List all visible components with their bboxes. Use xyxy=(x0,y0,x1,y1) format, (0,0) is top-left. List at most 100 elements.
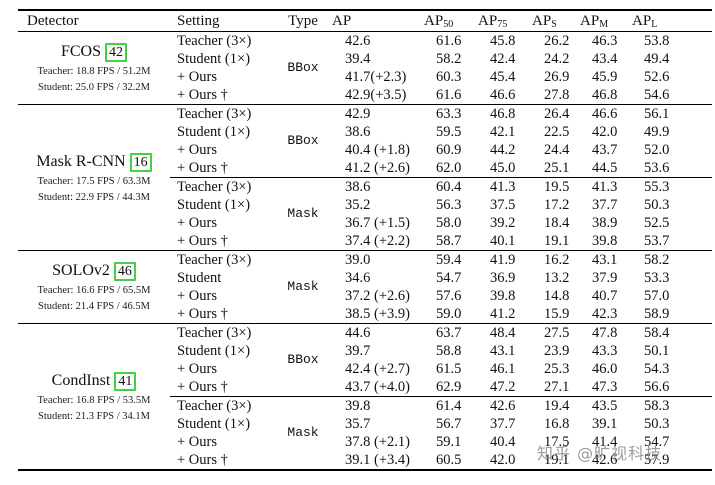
detector-student-info: Student: 21.3 FPS / 34.1M xyxy=(37,410,151,422)
value-cell: 60.3 xyxy=(436,69,462,85)
value-cell: 55.3 xyxy=(630,177,712,196)
value-cell: 36.7 (+1.5) xyxy=(345,215,410,231)
value-cell: 19.5 xyxy=(530,177,578,196)
results-table: Detector Setting Type AP AP50 AP75 APS A… xyxy=(18,9,712,471)
table-row: + Ours † 43.7 (+4.0) 62.9 47.2 27.1 47.3 56.6 xyxy=(18,378,712,397)
detector-teacher-info: Teacher: 17.5 FPS / 63.3M xyxy=(37,175,151,187)
value-cell: 17.5 xyxy=(544,434,570,450)
value-cell: 46.3 xyxy=(578,31,630,50)
value-cell: 58.7 xyxy=(436,233,462,249)
detector-name-text: SOLOv2 xyxy=(52,262,110,279)
value-cell: 53.8 xyxy=(630,31,712,50)
value-cell: 61.6 xyxy=(436,87,462,103)
value-cell: 38.6 xyxy=(345,124,371,140)
detector-student-info: Student: 21.4 FPS / 46.5M xyxy=(37,301,151,312)
table-row: Mask R-CNN 16 Teacher: 17.5 FPS / 63.3M Stu… xyxy=(18,104,712,251)
value-cell: 59.1 xyxy=(436,434,462,450)
value-cell: 42.0 xyxy=(490,452,516,468)
value-cell: 49.9 xyxy=(644,124,670,140)
table-row: + Ours 37.2 (+2.6) 57.6 39.8 14.8 40.7 57.0 xyxy=(18,287,712,305)
value-cell: 14.8 xyxy=(544,288,570,304)
col-header-apl: APL xyxy=(630,9,712,32)
value-cell: 43.3 xyxy=(592,343,618,359)
value-cell: 41.4 xyxy=(592,434,618,450)
value-cell: 56.1 xyxy=(630,104,712,123)
value-cell: 46.1 xyxy=(490,361,516,377)
value-cell: 37.2 (+2.6) xyxy=(345,288,410,304)
citation-link[interactable]: 16 xyxy=(129,152,152,172)
value-cell: 42.6 xyxy=(330,31,422,50)
value-cell: 63.7 xyxy=(422,323,476,342)
type-cell: Mask xyxy=(276,396,330,470)
setting-cell: Student (1×) xyxy=(177,51,251,67)
value-cell: 58.9 xyxy=(644,306,670,322)
value-cell: 42.6 xyxy=(592,452,618,468)
value-cell: 59.0 xyxy=(436,306,462,322)
detector-teacher-info: Teacher: 18.8 FPS / 51.2M xyxy=(37,66,151,77)
table-row: CondInst 41 Teacher: 16.8 FPS / 53.5M Stude… xyxy=(18,323,712,470)
value-cell: 13.2 xyxy=(544,270,570,286)
setting-cell: + Ours † xyxy=(177,379,228,395)
value-cell: 37.7 xyxy=(592,197,618,213)
citation-link[interactable]: 46 xyxy=(113,262,136,281)
table-row: Student (1×) 39.4 58.2 42.4 24.2 43.4 49.4 xyxy=(18,50,712,68)
setting-cell: + Ours xyxy=(177,361,217,377)
value-cell: 42.6 xyxy=(476,396,530,415)
value-cell: 59.4 xyxy=(422,250,476,269)
value-cell: 46.8 xyxy=(476,104,530,123)
setting-cell: Student xyxy=(177,270,222,286)
table-row: + Ours 40.4 (+1.8) 60.9 44.2 24.4 43.7 52.0 xyxy=(18,141,712,159)
value-cell: 56.3 xyxy=(436,197,462,213)
table-row: Student (1×) 38.6 59.5 42.1 22.5 42.0 49.9 xyxy=(18,123,712,141)
value-cell: 42.9(+3.5) xyxy=(345,87,407,103)
value-cell: 37.5 xyxy=(490,197,516,213)
col-header-ap50: AP50 xyxy=(422,9,476,32)
value-cell: 39.4 xyxy=(345,51,371,67)
detector-student-info: Student: 25.0 FPS / 32.2M xyxy=(37,82,151,93)
value-cell: 62.0 xyxy=(436,160,462,176)
value-cell: 48.4 xyxy=(476,323,530,342)
col-header-ap: AP xyxy=(330,9,422,32)
table-row: Student 34.6 54.7 36.9 13.2 37.9 53.3 xyxy=(18,269,712,287)
value-cell: 19.1 xyxy=(544,233,570,249)
value-cell: 42.9 xyxy=(330,104,422,123)
table-row: + Ours † 39.1 (+3.4) 60.5 42.0 19.1 42.6 57.9 xyxy=(18,451,712,470)
value-cell: 45.4 xyxy=(490,69,516,85)
setting-cell: Teacher (3×) xyxy=(170,177,276,196)
value-cell: 39.8 xyxy=(330,396,422,415)
value-cell: 26.9 xyxy=(544,69,570,85)
value-cell: 61.5 xyxy=(436,361,462,377)
value-cell: 27.5 xyxy=(530,323,578,342)
value-cell: 26.4 xyxy=(530,104,578,123)
value-cell: 43.1 xyxy=(490,343,516,359)
citation-link[interactable]: 41 xyxy=(114,371,137,391)
value-cell: 53.6 xyxy=(644,160,670,176)
value-cell: 35.7 xyxy=(345,416,371,432)
value-cell: 42.1 xyxy=(490,124,516,140)
table-row: SOLOv2 46 Teacher: 16.6 FPS / 65.5M Student… xyxy=(18,250,712,324)
table-row: + Ours † 37.4 (+2.2) 58.7 40.1 19.1 39.8 53.7 xyxy=(18,232,712,251)
value-cell: 18.4 xyxy=(544,215,570,231)
value-cell: 57.6 xyxy=(436,288,462,304)
setting-cell: Student (1×) xyxy=(177,124,251,140)
table-row: + Ours 36.7 (+1.5) 58.0 39.2 18.4 38.9 52.5 xyxy=(18,214,712,232)
value-cell: 56.6 xyxy=(644,379,670,395)
value-cell: 41.2 (+2.6) xyxy=(345,160,410,176)
value-cell: 53.7 xyxy=(644,233,670,249)
table-row: Student (1×) 39.7 58.8 43.1 23.9 43.3 50.1 xyxy=(18,342,712,360)
value-cell: 58.0 xyxy=(436,215,462,231)
detector-cell: SOLOv2 46 Teacher: 16.6 FPS / 65.5M Student… xyxy=(18,250,170,324)
value-cell: 37.7 xyxy=(490,416,516,432)
value-cell: 50.3 xyxy=(644,197,670,213)
setting-cell: Teacher (3×) xyxy=(170,31,276,50)
value-cell: 60.4 xyxy=(422,177,476,196)
value-cell: 57.0 xyxy=(644,288,670,304)
setting-cell: Student (1×) xyxy=(177,343,251,359)
value-cell: 39.1 xyxy=(592,416,618,432)
citation-link[interactable]: 42 xyxy=(105,43,128,62)
value-cell: 45.8 xyxy=(476,31,530,50)
col-header-aps: APS xyxy=(530,9,578,32)
detector-name-text: CondInst xyxy=(51,371,111,389)
table-row: Teacher (3×) Mask 38.6 60.4 41.3 19.5 41.3 55.3 xyxy=(18,177,712,251)
value-cell: 38.5 (+3.9) xyxy=(345,306,410,322)
